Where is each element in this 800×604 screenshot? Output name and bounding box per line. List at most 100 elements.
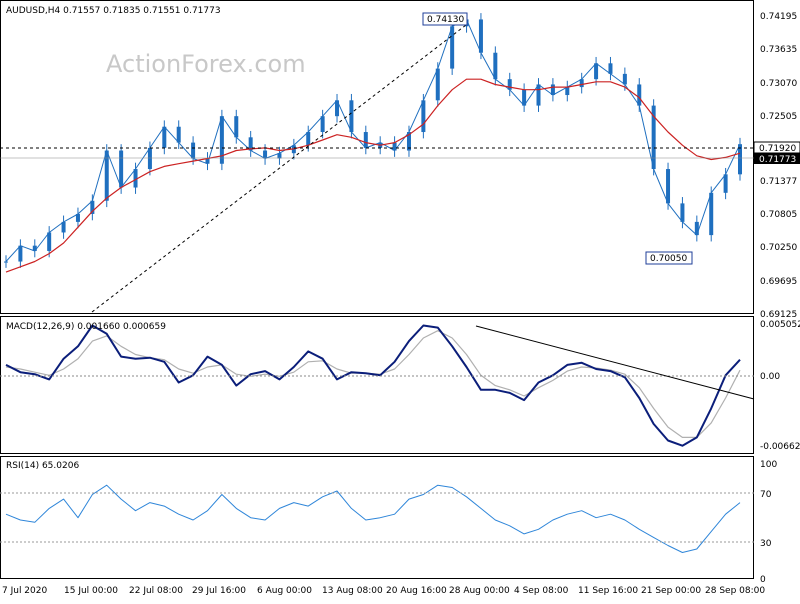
price-candle-body — [4, 261, 8, 263]
price-series-group — [4, 13, 742, 273]
xtick: 13 Aug 08:00 — [322, 586, 383, 596]
macd-ytick: 0.005052 — [760, 320, 800, 330]
price-candle-body — [248, 137, 253, 151]
x-axis: 7 Jul 2020 15 Jul 00:00 22 Jul 08:00 29 … — [2, 586, 765, 596]
price-candle-body — [335, 100, 340, 117]
macd-trendline — [475, 325, 755, 400]
main-ytick: 0.69695 — [760, 277, 797, 287]
main-ytick: 0.69125 — [760, 310, 797, 320]
main-ytick: 0.73070 — [760, 79, 797, 89]
price-candle-body — [666, 169, 671, 204]
main-ytick: 0.73635 — [760, 45, 797, 55]
moving-average-line — [5, 78, 741, 273]
xtick: 4 Sep 08:00 — [514, 586, 569, 596]
main-ytick: 0.71377 — [760, 177, 797, 187]
main-ytick: 0.70805 — [760, 210, 797, 220]
price-candle-body — [565, 87, 570, 96]
price-candle-body — [176, 126, 181, 143]
price-candle-body — [608, 63, 613, 74]
price-candle-body — [392, 142, 397, 151]
rsi-panel-frame — [0, 456, 754, 579]
price-candle-body — [579, 79, 584, 88]
macd-series-group — [5, 324, 741, 447]
macd-ytick: 0.00 — [760, 372, 780, 382]
price-candle-body — [191, 142, 196, 159]
main-ytick: 0.70250 — [760, 243, 797, 253]
high-label-box — [422, 12, 468, 26]
price-candle-body — [104, 150, 109, 201]
price-candle-body — [522, 89, 527, 106]
price-candle-body — [263, 150, 268, 159]
price-candle-body — [507, 79, 512, 90]
xtick: 6 Aug 00:00 — [257, 586, 312, 596]
price-candle-body — [637, 84, 642, 106]
main-ytick: 0.72505 — [760, 112, 797, 122]
price-candle-body — [119, 150, 124, 188]
low-label-box — [645, 251, 693, 265]
rsi-header: RSI(14) 65.0206 — [6, 461, 79, 471]
price-candle-body — [162, 126, 167, 148]
rsi-ytick: 0 — [760, 575, 766, 585]
price-candle-body — [320, 116, 325, 133]
price-candle-body — [75, 213, 80, 222]
price-candle-body — [421, 100, 426, 133]
price-label: 0.71773 — [759, 155, 796, 165]
price-candle-body — [694, 221, 699, 236]
price-candle-body — [622, 73, 627, 85]
main-yaxis: 0.74195 0.73635 0.73070 0.72505 0.71377 … — [760, 12, 797, 320]
macd-line — [5, 324, 741, 447]
price-candle-body — [738, 144, 742, 175]
price-candle-body — [349, 100, 354, 133]
price-candle-body — [32, 245, 37, 251]
price-candle-body — [234, 116, 239, 138]
macd-ytick: -0.006629 — [760, 442, 800, 452]
main-header: AUDUSD,H4 0.71557 0.71835 0.71551 0.7177… — [6, 6, 221, 16]
xtick: 28 Sep 08:00 — [705, 586, 765, 596]
rsi-series-group — [5, 484, 741, 553]
price-candle-body — [363, 132, 368, 148]
rsi-line — [5, 484, 741, 553]
price-candle-body — [680, 203, 685, 222]
price-candle-body — [18, 245, 23, 262]
xtick: 29 Jul 16:00 — [192, 586, 246, 596]
price-candle-body — [651, 105, 656, 170]
price-candle-body — [723, 174, 728, 193]
price-candle-body — [709, 192, 714, 236]
price-candle-body — [133, 169, 138, 188]
rsi-ytick: 30 — [760, 539, 772, 549]
xtick: 21 Sep 00:00 — [641, 586, 701, 596]
xtick: 20 Aug 16:00 — [386, 586, 447, 596]
price-candle-body — [147, 147, 152, 170]
price-candle-body — [493, 52, 498, 80]
price-candle-body — [90, 200, 95, 214]
macd-header: MACD(12,26,9) 0.001660 0.000659 — [6, 322, 166, 332]
low-label: 0.70050 — [650, 254, 687, 264]
price-candle-body — [550, 84, 555, 96]
xtick: 7 Jul 2020 — [2, 586, 47, 596]
watermark: ActionForex.com — [106, 50, 306, 78]
price-candle-body — [219, 116, 224, 164]
main-ytick: 0.74195 — [760, 12, 797, 22]
price-candle-body — [406, 132, 411, 151]
price-candle-body — [277, 153, 282, 159]
price-candle-body — [478, 19, 483, 53]
price-candle-body — [536, 84, 541, 106]
price-candle-body — [435, 68, 440, 101]
price-candle-body — [47, 232, 52, 251]
price-candle-body — [594, 63, 599, 80]
price-close-line — [5, 18, 741, 262]
rsi-ytick: 100 — [760, 460, 777, 470]
xtick: 22 Jul 08:00 — [129, 586, 183, 596]
price-candle-body — [450, 26, 455, 69]
rsi-ytick: 70 — [760, 490, 772, 500]
macd-panel-frame — [0, 316, 754, 454]
xtick: 11 Sep 16:00 — [578, 586, 638, 596]
price-label-box — [754, 153, 800, 164]
high-label: 0.74130 — [427, 15, 464, 25]
main-panel-frame — [0, 0, 754, 314]
price-candle-body — [306, 132, 311, 146]
xtick: 15 Jul 00:00 — [64, 586, 118, 596]
hline-label: 0.71920 — [759, 144, 796, 154]
